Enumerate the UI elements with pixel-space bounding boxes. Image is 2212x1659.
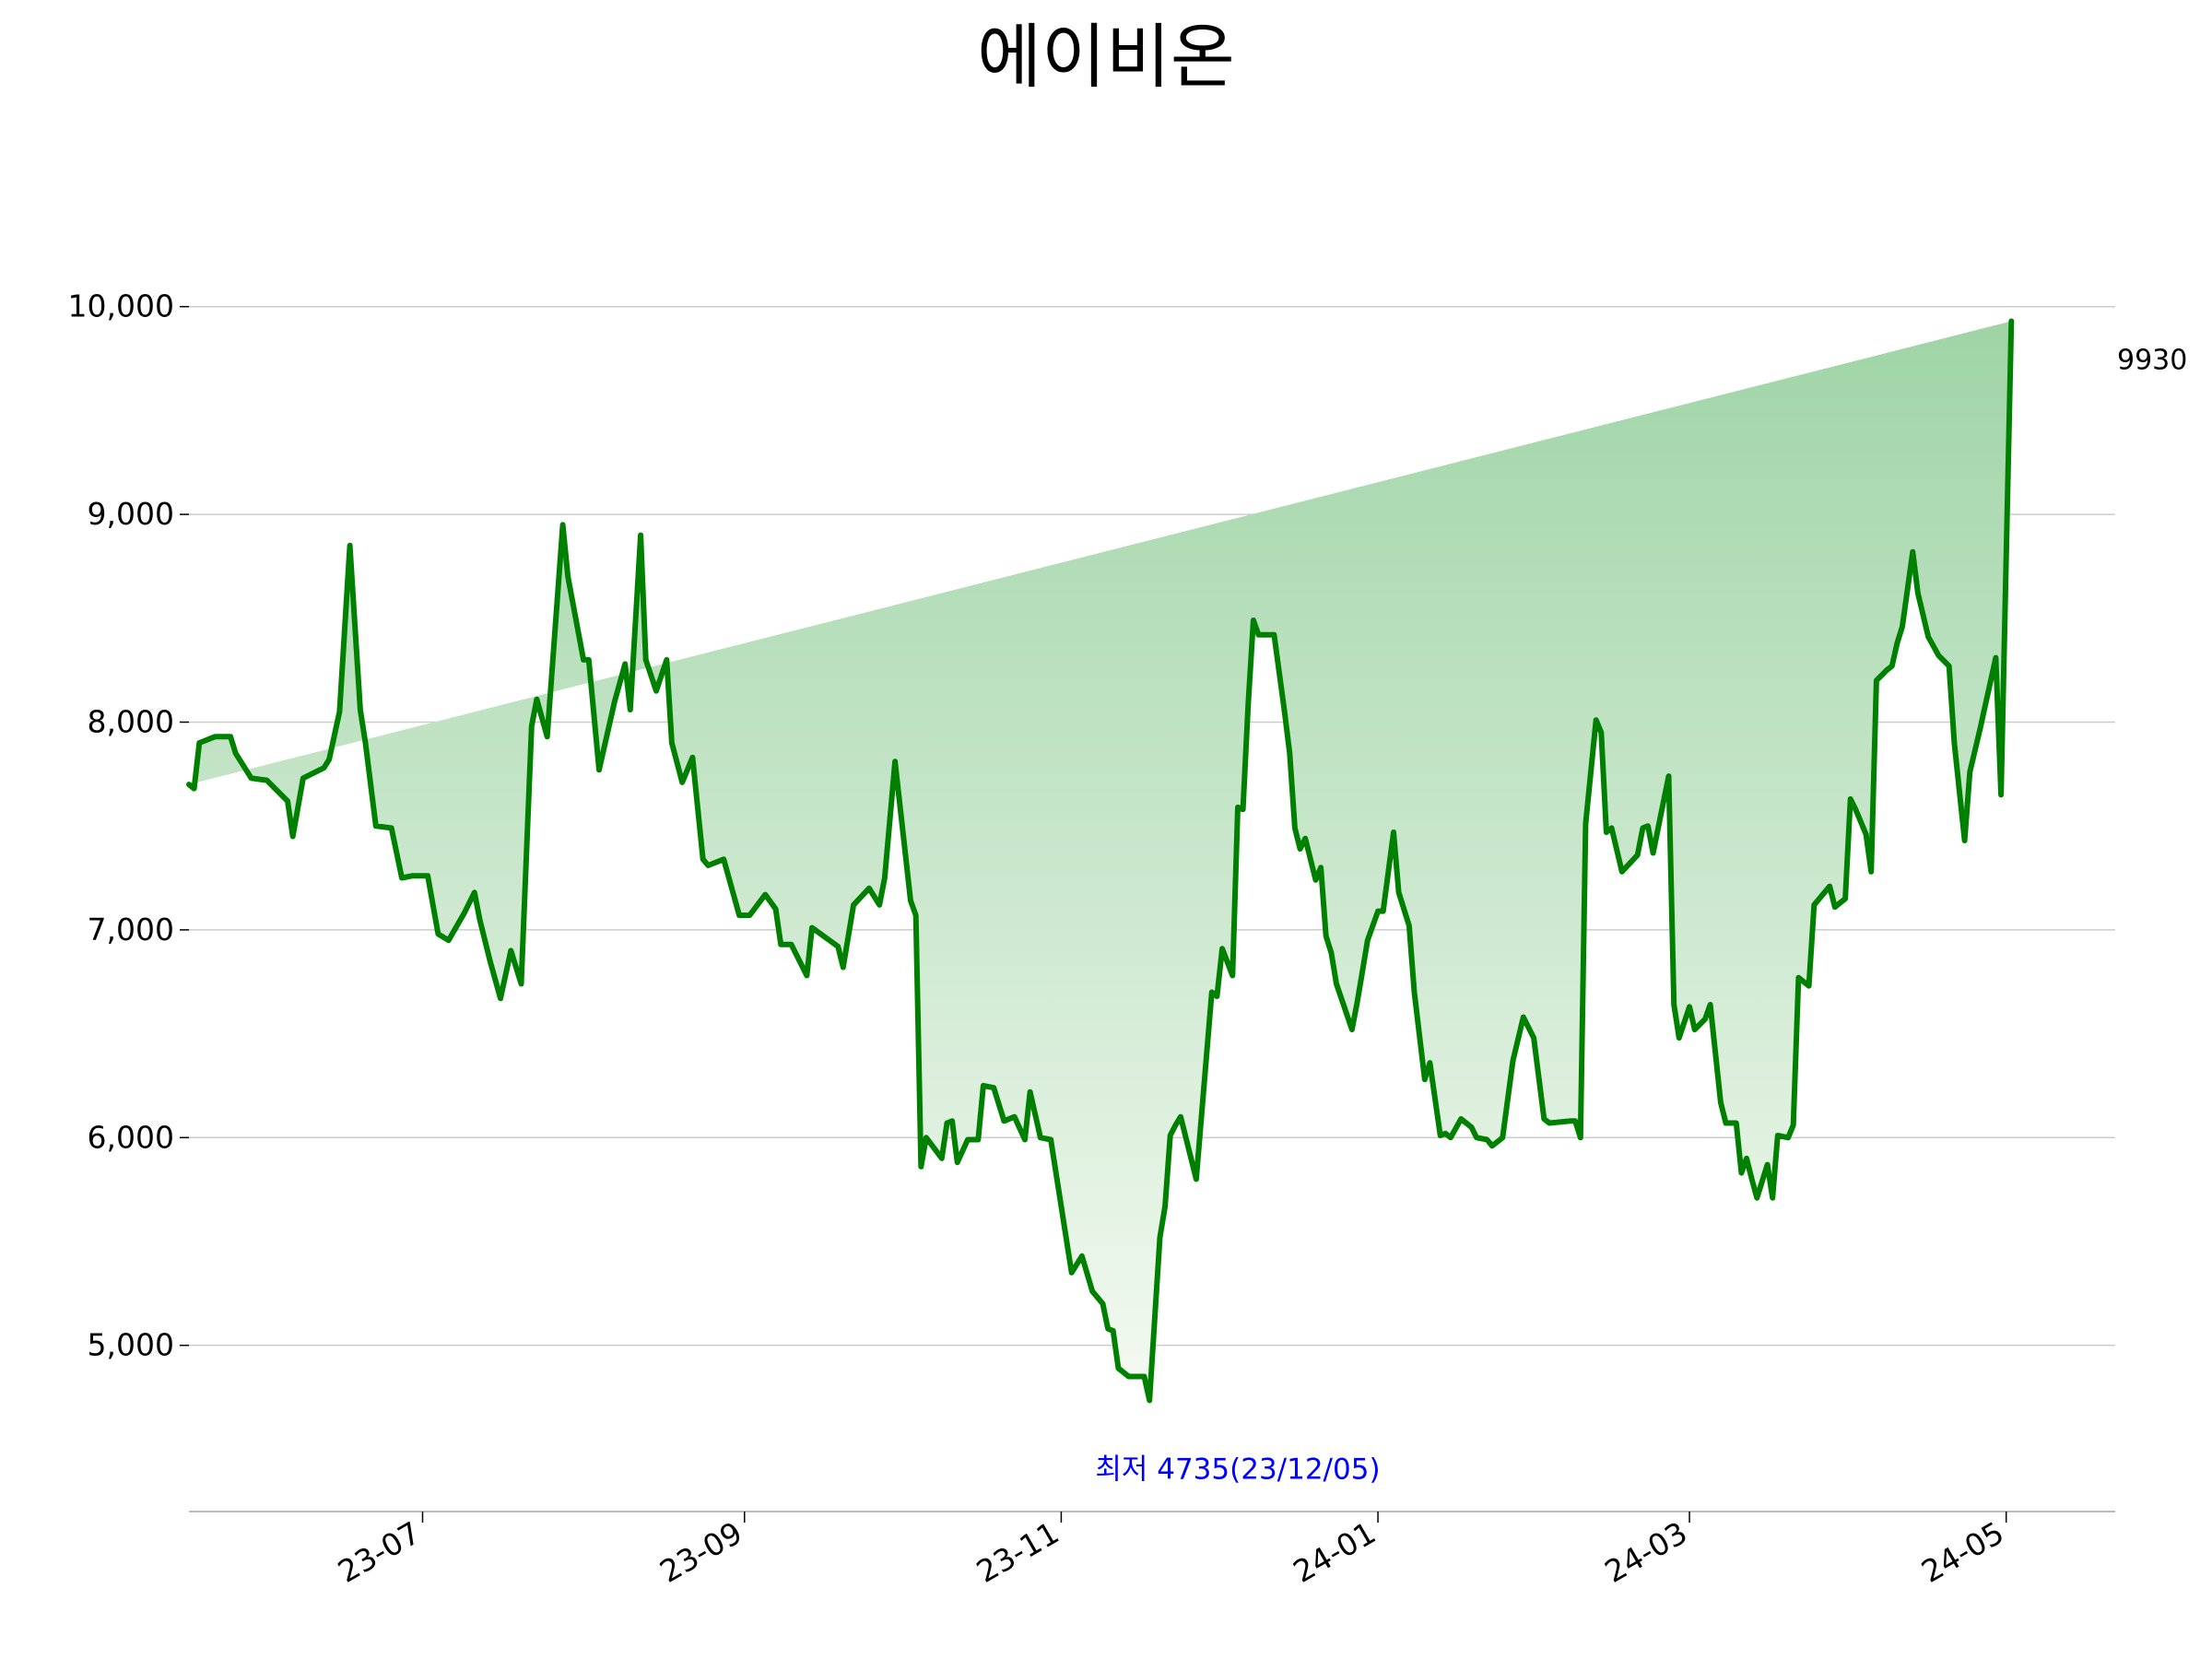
x-tick-label: 24-01 — [1288, 1514, 1382, 1590]
y-tick-label: 5,000 — [88, 1327, 174, 1363]
line-layer — [186, 318, 2015, 1404]
x-tick-label: 23-09 — [653, 1514, 748, 1590]
y-tick-label: 10,000 — [68, 288, 174, 324]
price-line — [186, 318, 2015, 1404]
chart-title: 에이비온 — [977, 16, 1235, 98]
price-area — [189, 321, 2012, 1401]
x-tick-label: 24-05 — [1915, 1514, 2010, 1590]
y-axis-ticks: 5,000 6,000 7,000 8,000 9,000 10,000 — [68, 288, 189, 1363]
y-tick-label: 7,000 — [88, 912, 174, 947]
annotations: 최저 4735(23/12/05) 9930 — [1095, 344, 2187, 1486]
x-axis-ticks: 23-07 23-09 23-11 24-01 24-03 24-05 — [332, 1512, 2010, 1590]
min-price-annotation: 최저 4735(23/12/05) — [1095, 1453, 1380, 1486]
y-tick-label: 8,000 — [88, 703, 174, 739]
x-tick-label: 24-03 — [1599, 1514, 1694, 1590]
y-tick-label: 9,000 — [88, 496, 174, 532]
y-tick-label: 6,000 — [88, 1119, 174, 1155]
last-price-annotation: 9930 — [2117, 344, 2187, 376]
x-tick-label: 23-11 — [971, 1514, 1065, 1590]
area-layer — [189, 321, 2012, 1401]
x-tick-label: 23-07 — [332, 1514, 427, 1590]
